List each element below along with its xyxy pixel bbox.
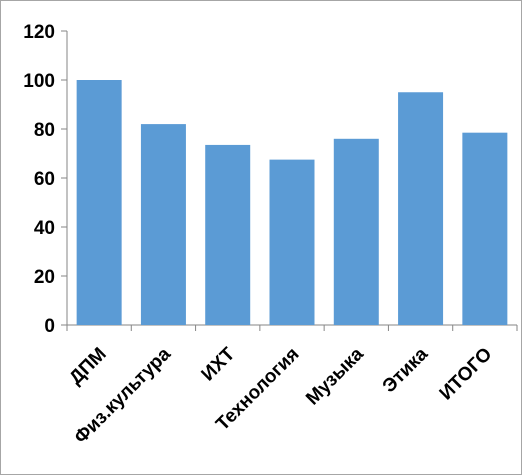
x-category-label: Музыка — [302, 343, 368, 409]
x-category-label: Этика — [379, 343, 433, 397]
x-category-label: ИТОГО — [436, 344, 497, 405]
x-category-label: ИХТ — [198, 343, 240, 385]
chart-bars — [76, 80, 508, 325]
y-tick-label: 80 — [34, 120, 55, 141]
y-tick-label: 120 — [23, 22, 55, 43]
x-category-label: ДПМ — [65, 344, 110, 389]
bar — [462, 132, 508, 325]
bar — [398, 92, 444, 325]
bar — [76, 80, 122, 325]
y-tick-label: 100 — [23, 71, 55, 92]
bar — [205, 144, 251, 325]
y-axis-ticks: 0 20 40 60 80 100 120 — [23, 22, 55, 337]
bar — [269, 159, 315, 325]
bar — [140, 124, 186, 325]
y-tick-label: 40 — [34, 218, 55, 239]
y-tick-label: 0 — [44, 316, 55, 337]
bar — [333, 138, 379, 325]
y-tick-label: 60 — [34, 169, 55, 190]
y-tick-label: 20 — [34, 267, 55, 288]
